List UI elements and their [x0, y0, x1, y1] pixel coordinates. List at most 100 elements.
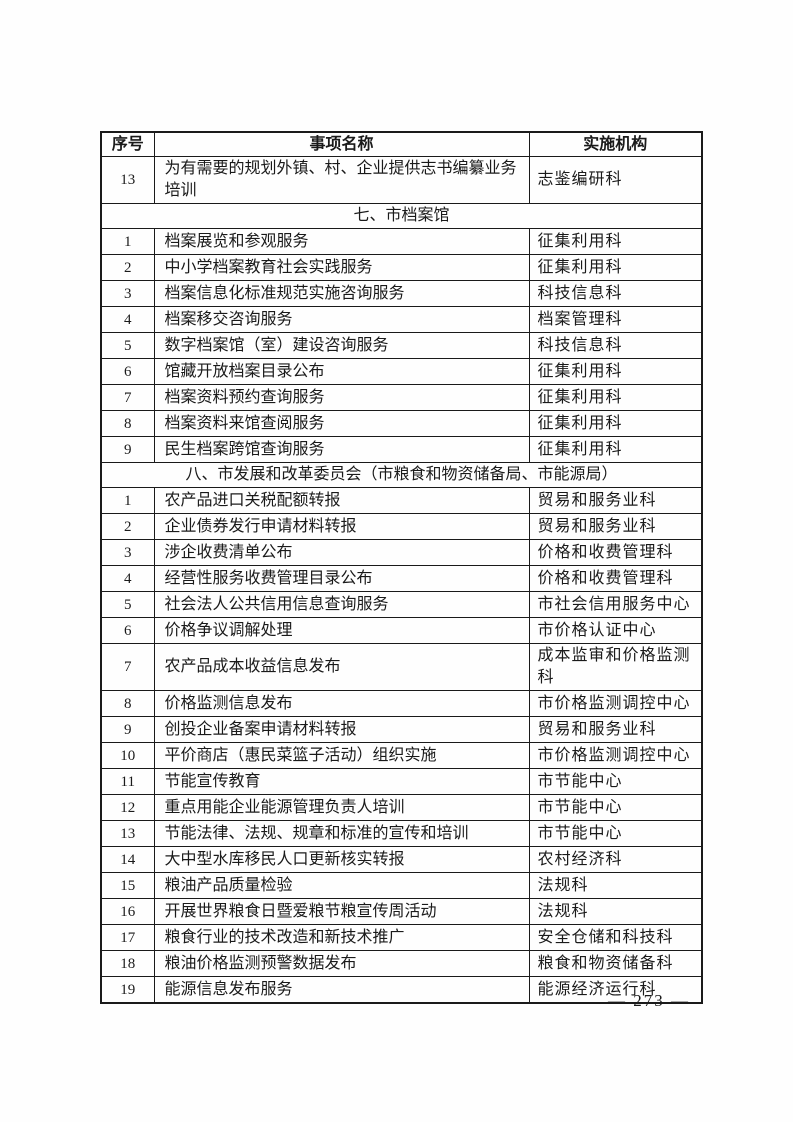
table-row: 6 价格争议调解处理 市价格认证中心 — [100, 617, 703, 644]
implementing-org: 贸易和服务业科 — [528, 487, 703, 514]
implementing-org: 成本监审和价格监测科 — [528, 643, 703, 691]
implementing-org: 市价格认证中心 — [528, 617, 703, 644]
implementing-org: 市节能中心 — [528, 820, 703, 847]
item-name: 开展世界粮食日暨爱粮节粮宣传周活动 — [153, 898, 530, 925]
row-number: 11 — [100, 768, 155, 795]
item-name: 涉企收费清单公布 — [153, 539, 530, 566]
table-row: 17 粮食行业的技术改造和新技术推广 安全仓储和科技科 — [100, 924, 703, 951]
row-number: 14 — [100, 846, 155, 873]
implementing-org: 农村经济科 — [528, 846, 703, 873]
item-name: 价格争议调解处理 — [153, 617, 530, 644]
table-row: 13 节能法律、法规、规章和标准的宣传和培训 市节能中心 — [100, 820, 703, 847]
row-number: 6 — [100, 358, 155, 385]
item-name: 民生档案跨馆查询服务 — [153, 436, 530, 463]
section-title: 八、市发展和改革委员会（市粮食和物资储备局、市能源局） — [100, 462, 703, 488]
table-body: 13 为有需要的规划外镇、村、企业提供志书编纂业务培训 志鉴编研科 七、市档案馆 1 档案… — [100, 156, 703, 1004]
section-header-row: 八、市发展和改革委员会（市粮食和物资储备局、市能源局） — [100, 462, 703, 488]
implementing-org: 志鉴编研科 — [528, 156, 703, 204]
item-name: 馆藏开放档案目录公布 — [153, 358, 530, 385]
section-header-row: 七、市档案馆 — [100, 203, 703, 229]
row-number: 15 — [100, 872, 155, 899]
item-name: 能源信息发布服务 — [153, 976, 530, 1004]
item-name: 中小学档案教育社会实践服务 — [153, 254, 530, 281]
table-row: 9 创投企业备案申请材料转报 贸易和服务业科 — [100, 716, 703, 743]
item-name: 档案移交咨询服务 — [153, 306, 530, 333]
table-row: 3 档案信息化标准规范实施咨询服务 科技信息科 — [100, 280, 703, 307]
table-row: 8 价格监测信息发布 市价格监测调控中心 — [100, 690, 703, 717]
implementing-org: 能源经济运行科 — [528, 976, 703, 1004]
implementing-org: 科技信息科 — [528, 332, 703, 359]
row-number: 4 — [100, 306, 155, 333]
page-number: — 273 — — [608, 991, 690, 1010]
row-number: 1 — [100, 228, 155, 255]
header-cell-name: 事项名称 — [153, 131, 530, 157]
table-row: 15 粮油产品质量检验 法规科 — [100, 872, 703, 899]
item-name: 价格监测信息发布 — [153, 690, 530, 717]
implementing-org: 价格和收费管理科 — [528, 565, 703, 592]
table-row: 4 档案移交咨询服务 档案管理科 — [100, 306, 703, 333]
implementing-org: 征集利用科 — [528, 254, 703, 281]
item-name: 粮油产品质量检验 — [153, 872, 530, 899]
table-row: 18 粮油价格监测预警数据发布 粮食和物资储备科 — [100, 950, 703, 977]
item-name: 节能宣传教育 — [153, 768, 530, 795]
implementing-org: 贸易和服务业科 — [528, 513, 703, 540]
item-name: 平价商店（惠民菜篮子活动）组织实施 — [153, 742, 530, 769]
table-row: 7 档案资料预约查询服务 征集利用科 — [100, 384, 703, 411]
implementing-org: 市价格监测调控中心 — [528, 690, 703, 717]
row-number: 18 — [100, 950, 155, 977]
table-row: 2 中小学档案教育社会实践服务 征集利用科 — [100, 254, 703, 281]
row-number: 8 — [100, 410, 155, 437]
item-name: 农产品成本收益信息发布 — [153, 643, 530, 691]
row-number: 13 — [100, 156, 155, 204]
implementing-org: 价格和收费管理科 — [528, 539, 703, 566]
table-row: 1 档案展览和参观服务 征集利用科 — [100, 228, 703, 255]
table-row: 7 农产品成本收益信息发布 成本监审和价格监测科 — [100, 643, 703, 691]
row-number: 10 — [100, 742, 155, 769]
implementing-org: 征集利用科 — [528, 436, 703, 463]
row-number: 16 — [100, 898, 155, 925]
table-row: 2 企业债券发行申请材料转报 贸易和服务业科 — [100, 513, 703, 540]
implementing-org: 粮食和物资储备科 — [528, 950, 703, 977]
item-name: 经营性服务收费管理目录公布 — [153, 565, 530, 592]
row-number: 13 — [100, 820, 155, 847]
item-name: 企业债券发行申请材料转报 — [153, 513, 530, 540]
table-row: 13 为有需要的规划外镇、村、企业提供志书编纂业务培训 志鉴编研科 — [100, 156, 703, 204]
implementing-org: 科技信息科 — [528, 280, 703, 307]
implementing-org: 法规科 — [528, 898, 703, 925]
table-row: 19 能源信息发布服务 能源经济运行科 — [100, 976, 703, 1004]
implementing-org: 征集利用科 — [528, 358, 703, 385]
row-number: 4 — [100, 565, 155, 592]
table-row: 5 数字档案馆（室）建设咨询服务 科技信息科 — [100, 332, 703, 359]
implementing-org: 安全仓储和科技科 — [528, 924, 703, 951]
item-name: 节能法律、法规、规章和标准的宣传和培训 — [153, 820, 530, 847]
section-title: 七、市档案馆 — [100, 203, 703, 229]
implementing-org: 贸易和服务业科 — [528, 716, 703, 743]
item-name: 社会法人公共信用信息查询服务 — [153, 591, 530, 618]
implementing-org: 征集利用科 — [528, 410, 703, 437]
table-row: 9 民生档案跨馆查询服务 征集利用科 — [100, 436, 703, 463]
item-name: 档案资料来馆查阅服务 — [153, 410, 530, 437]
row-number: 17 — [100, 924, 155, 951]
header-cell-org: 实施机构 — [528, 131, 703, 157]
item-name: 档案展览和参观服务 — [153, 228, 530, 255]
row-number: 8 — [100, 690, 155, 717]
table-row: 14 大中型水库移民人口更新核实转报 农村经济科 — [100, 846, 703, 873]
implementing-org: 市节能中心 — [528, 768, 703, 795]
header-cell-no: 序号 — [100, 131, 155, 157]
row-number: 9 — [100, 436, 155, 463]
implementing-org: 征集利用科 — [528, 228, 703, 255]
item-name: 档案资料预约查询服务 — [153, 384, 530, 411]
row-number: 9 — [100, 716, 155, 743]
row-number: 7 — [100, 384, 155, 411]
row-number: 3 — [100, 280, 155, 307]
row-number: 12 — [100, 794, 155, 821]
row-number: 6 — [100, 617, 155, 644]
item-name: 大中型水库移民人口更新核实转报 — [153, 846, 530, 873]
item-name: 创投企业备案申请材料转报 — [153, 716, 530, 743]
row-number: 5 — [100, 332, 155, 359]
service-items-table: 序号 事项名称 实施机构 13 为有需要的规划外镇、村、企业提供志书编纂业务培训志… — [100, 131, 703, 1004]
row-number: 2 — [100, 513, 155, 540]
table-row: 11 节能宣传教育 市节能中心 — [100, 768, 703, 795]
row-number: 5 — [100, 591, 155, 618]
